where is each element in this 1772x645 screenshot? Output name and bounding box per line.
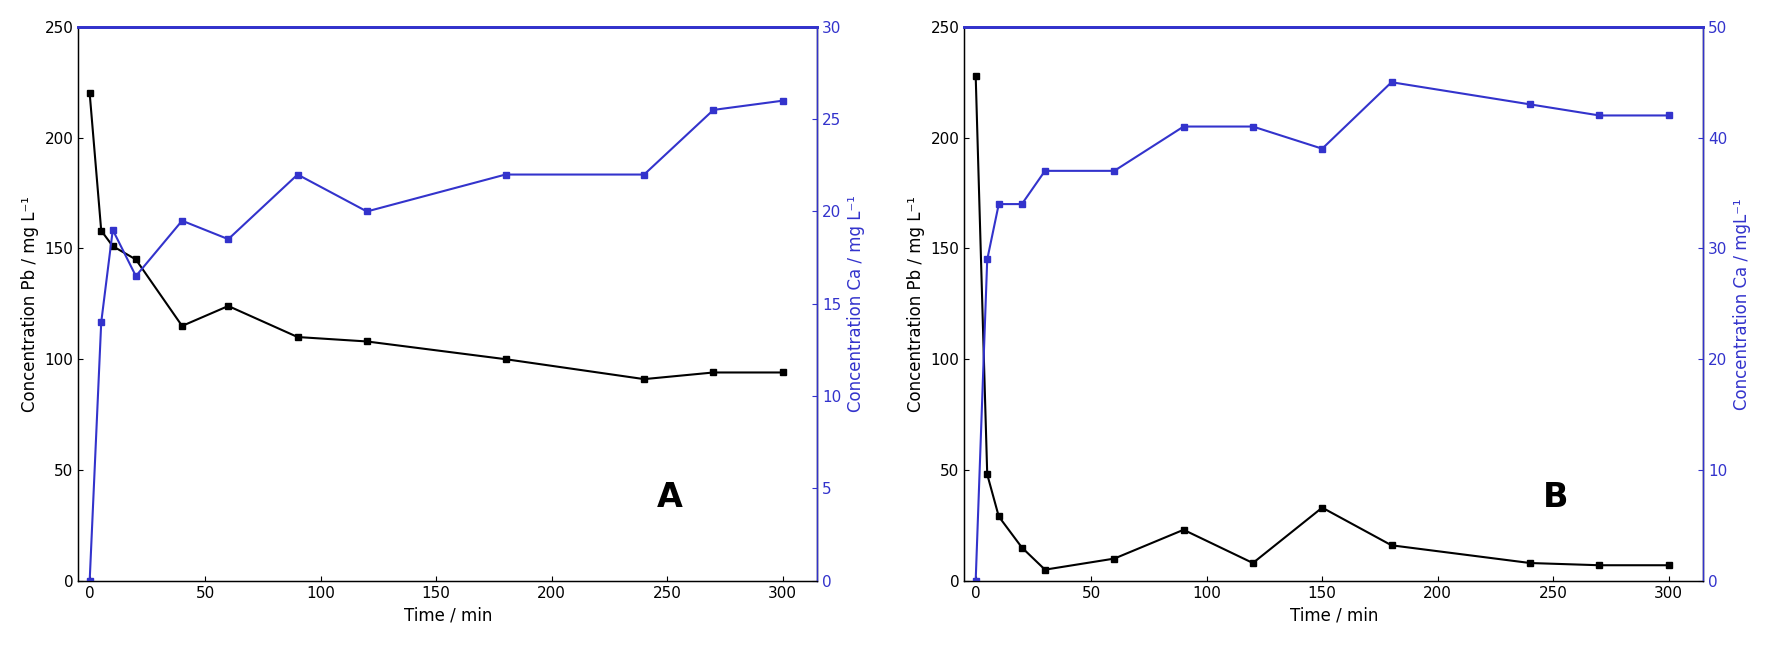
X-axis label: Time / min: Time / min	[1290, 606, 1379, 624]
Y-axis label: Concentration Pb / mg L⁻¹: Concentration Pb / mg L⁻¹	[907, 196, 925, 412]
Y-axis label: Concentration Ca / mgL⁻¹: Concentration Ca / mgL⁻¹	[1733, 198, 1751, 410]
X-axis label: Time / min: Time / min	[404, 606, 493, 624]
Text: B: B	[1543, 481, 1568, 514]
Text: A: A	[657, 481, 682, 514]
Y-axis label: Concentration Ca / mg L⁻¹: Concentration Ca / mg L⁻¹	[847, 195, 865, 412]
Y-axis label: Concentration Pb / mg L⁻¹: Concentration Pb / mg L⁻¹	[21, 196, 39, 412]
